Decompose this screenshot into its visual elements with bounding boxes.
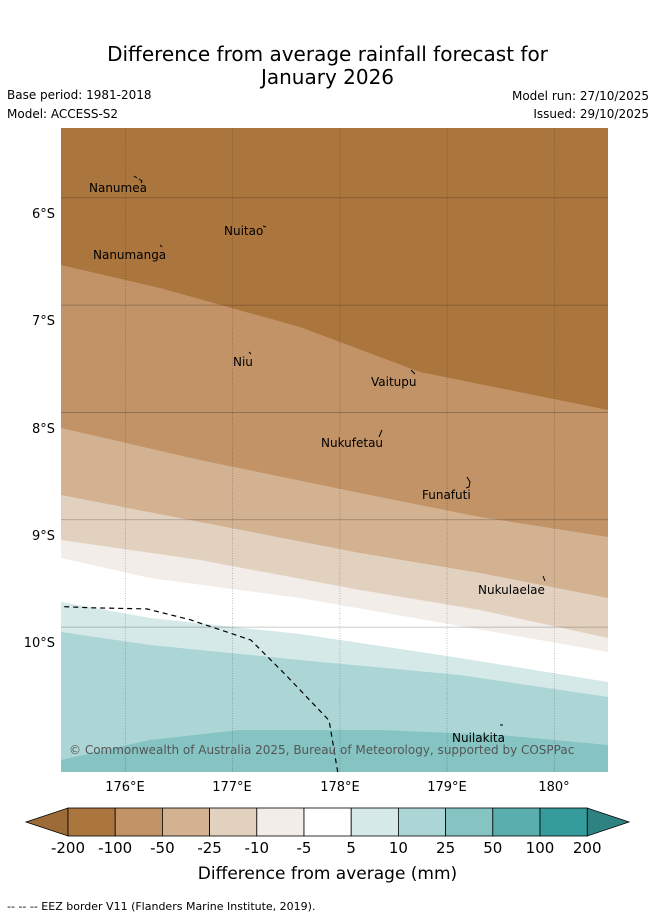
lon-tick-label: 179°E bbox=[427, 780, 467, 795]
island-label-nuilakita: Nuilakita bbox=[452, 731, 505, 745]
lat-tick-label: 8°S bbox=[32, 422, 55, 437]
lat-tick-label: 10°S bbox=[24, 636, 55, 651]
colorbar-tick-label: 200 bbox=[572, 839, 602, 857]
colorbar-tick-label: -200 bbox=[50, 839, 86, 857]
island-shape-nanumanga bbox=[159, 244, 163, 248]
island-label-nukufetau: Nukufetau bbox=[321, 436, 383, 450]
colorbar-tick-label: -10 bbox=[244, 839, 270, 857]
colorbar-overflow-arrow bbox=[586, 807, 631, 837]
lon-tick-label: 178°E bbox=[320, 780, 360, 795]
copyright-notice: © Commonwealth of Australia 2025, Bureau… bbox=[69, 743, 574, 757]
colorbar-swatch bbox=[161, 807, 210, 837]
colorbar-tick-label: -25 bbox=[197, 839, 222, 857]
lon-tick-label: 180° bbox=[538, 780, 569, 795]
colorbar-tick-label: 50 bbox=[483, 839, 503, 857]
colorbar-tick-label: -5 bbox=[296, 839, 312, 857]
island-outlines bbox=[133, 175, 546, 726]
map-title-line-1: Difference from average rainfall forecas… bbox=[107, 42, 548, 66]
map-plot-area: Nanumea Nuitao Nanumanga Niu Vaitupu Nuk… bbox=[61, 128, 608, 773]
model-run-date: Model run: 27/10/2025 bbox=[511, 89, 649, 103]
island-label-vaitupu: Vaitupu bbox=[371, 375, 417, 389]
colorbar-title: Difference from average (mm) bbox=[197, 864, 458, 884]
island-shape-niu bbox=[248, 351, 252, 355]
island-shape-nanumea bbox=[133, 175, 143, 184]
colorbar-swatch bbox=[445, 807, 494, 837]
colorbar-swatch bbox=[397, 807, 446, 837]
island-shape-nukulaelae bbox=[542, 575, 546, 582]
island-shape-nuitao bbox=[262, 225, 267, 228]
colorbar bbox=[24, 807, 631, 837]
island-label-nukulaelae: Nukulaelae bbox=[478, 583, 545, 597]
colorbar-swatch bbox=[303, 807, 352, 837]
island-label-nanumea: Nanumea bbox=[89, 181, 147, 195]
colorbar-swatch bbox=[209, 807, 258, 837]
island-label-nuitao: Nuitao bbox=[224, 224, 263, 238]
lat-tick-label: 6°S bbox=[32, 207, 55, 222]
island-shape-nukufetau bbox=[378, 429, 383, 438]
colorbar-tick-label: 10 bbox=[388, 839, 408, 857]
island-label-niu: Niu bbox=[233, 355, 253, 369]
base-period: Base period: 1981-2018 bbox=[7, 88, 152, 102]
colorbar-swatch bbox=[114, 807, 163, 837]
island-shape-funafuti bbox=[465, 476, 471, 489]
issued-date: Issued: 29/10/2025 bbox=[533, 107, 649, 121]
island-labels: Nanumea Nuitao Nanumanga Niu Vaitupu Nuk… bbox=[89, 181, 545, 745]
colorbar-tick-label: -50 bbox=[150, 839, 175, 857]
graticule bbox=[61, 128, 608, 772]
colorbar-tick-label: 100 bbox=[525, 839, 555, 857]
eez-border-line bbox=[64, 606, 339, 773]
island-label-funafuti: Funafuti bbox=[422, 488, 471, 502]
colorbar-swatch bbox=[350, 807, 399, 837]
colorbar-underflow-arrow bbox=[24, 807, 69, 837]
colorbar-swatch bbox=[256, 807, 305, 837]
map-title-line-2: January 2026 bbox=[260, 65, 395, 89]
island-shape-vaitupu bbox=[410, 369, 416, 375]
eez-legend-note: -- -- -- EEZ border V11 (Flanders Marine… bbox=[7, 900, 316, 913]
longitude-axis: 176°E 177°E 178°E 179°E 180° bbox=[105, 780, 569, 795]
lon-tick-label: 176°E bbox=[105, 780, 145, 795]
colorbar-tick-label: -100 bbox=[98, 839, 133, 857]
colorbar-swatch bbox=[67, 807, 116, 837]
latitude-axis: 6°S 7°S 8°S 9°S 10°S bbox=[24, 207, 55, 651]
colorbar-tick-label: 25 bbox=[436, 839, 456, 857]
lat-tick-label: 9°S bbox=[32, 529, 55, 544]
colorbar-tick-label: 5 bbox=[346, 839, 356, 857]
colorbar-swatch bbox=[492, 807, 541, 837]
colorbar-swatch bbox=[539, 807, 588, 837]
lat-tick-label: 7°S bbox=[32, 314, 55, 329]
lon-tick-label: 177°E bbox=[212, 780, 252, 795]
model-name: Model: ACCESS-S2 bbox=[7, 107, 119, 121]
island-label-nanumanga: Nanumanga bbox=[93, 248, 166, 262]
